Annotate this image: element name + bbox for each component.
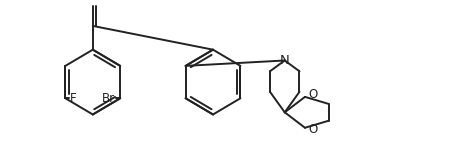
Text: O: O	[88, 0, 98, 3]
Text: O: O	[307, 123, 317, 136]
Text: F: F	[69, 92, 76, 105]
Text: Br: Br	[101, 92, 115, 105]
Text: O: O	[307, 88, 317, 101]
Text: N: N	[279, 54, 289, 67]
